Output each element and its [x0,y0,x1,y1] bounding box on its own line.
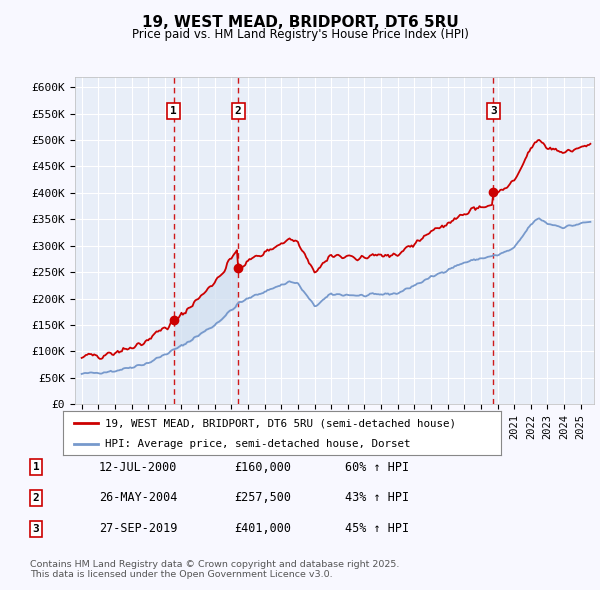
Text: Contains HM Land Registry data © Crown copyright and database right 2025.
This d: Contains HM Land Registry data © Crown c… [30,560,400,579]
Text: HPI: Average price, semi-detached house, Dorset: HPI: Average price, semi-detached house,… [104,438,410,448]
Text: £257,500: £257,500 [234,491,291,504]
Text: 19, WEST MEAD, BRIDPORT, DT6 5RU: 19, WEST MEAD, BRIDPORT, DT6 5RU [142,15,458,30]
Text: 1: 1 [170,106,177,116]
Text: 2: 2 [32,493,40,503]
Text: 1: 1 [32,463,40,472]
Text: £401,000: £401,000 [234,522,291,535]
Text: 27-SEP-2019: 27-SEP-2019 [99,522,178,535]
Text: 3: 3 [32,524,40,533]
Text: 43% ↑ HPI: 43% ↑ HPI [345,491,409,504]
Text: Price paid vs. HM Land Registry's House Price Index (HPI): Price paid vs. HM Land Registry's House … [131,28,469,41]
Text: 2: 2 [235,106,241,116]
Text: 26-MAY-2004: 26-MAY-2004 [99,491,178,504]
Text: 3: 3 [490,106,497,116]
Text: 12-JUL-2000: 12-JUL-2000 [99,461,178,474]
Text: 19, WEST MEAD, BRIDPORT, DT6 5RU (semi-detached house): 19, WEST MEAD, BRIDPORT, DT6 5RU (semi-d… [104,418,455,428]
Text: £160,000: £160,000 [234,461,291,474]
Text: 60% ↑ HPI: 60% ↑ HPI [345,461,409,474]
Text: 45% ↑ HPI: 45% ↑ HPI [345,522,409,535]
